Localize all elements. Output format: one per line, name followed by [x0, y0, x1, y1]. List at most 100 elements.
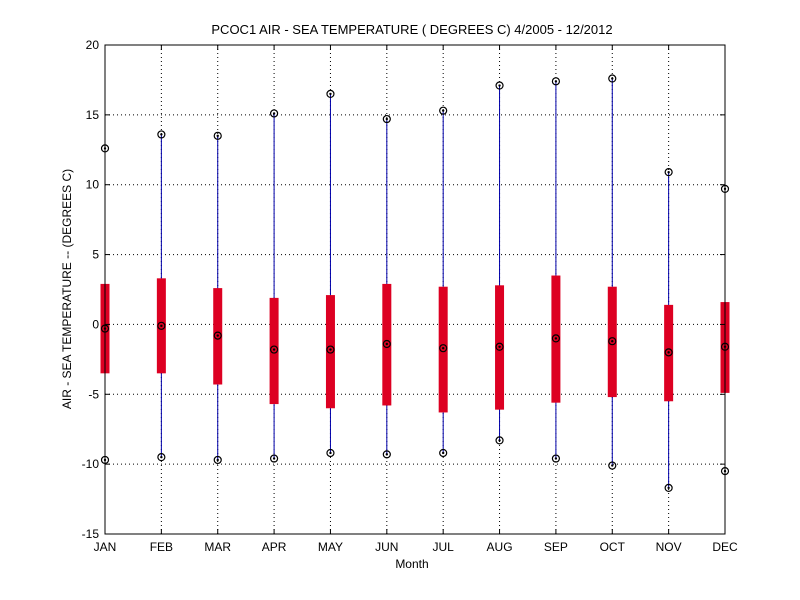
iqr-box	[269, 297, 279, 405]
marker-ring	[157, 453, 166, 462]
min-marker	[326, 448, 335, 458]
plot-frame	[104, 44, 726, 535]
marker-ring	[664, 483, 673, 492]
grid-lines	[105, 45, 725, 534]
y-tick-label: 20	[86, 38, 100, 52]
marker-ring	[439, 448, 448, 458]
marker-dot	[329, 451, 332, 455]
marker-dot	[441, 346, 445, 350]
marker-dot	[667, 170, 670, 174]
marker-dot	[329, 348, 332, 351]
median-marker	[382, 339, 391, 349]
marker-dot	[667, 486, 670, 490]
marker-dot	[272, 348, 276, 351]
marker-ring	[664, 348, 673, 357]
x-tick-label: OCT	[600, 540, 626, 554]
marker-dot	[272, 457, 276, 460]
marker-ring	[495, 81, 504, 90]
x-tick-label: NOV	[656, 540, 682, 554]
marker-dot	[216, 334, 219, 337]
median-marker	[157, 321, 166, 330]
marker-ring	[269, 345, 279, 354]
marker-ring	[382, 114, 391, 124]
marker-dot	[216, 134, 219, 138]
max-marker	[551, 77, 561, 86]
marker-ring	[269, 454, 279, 463]
marker-ring	[439, 106, 448, 115]
marker-ring	[326, 448, 335, 458]
marker-dot	[385, 117, 389, 121]
marker-dot	[554, 80, 558, 83]
iqr-box	[325, 295, 335, 409]
marker-ring	[608, 74, 617, 83]
x-tick-label: JUL	[433, 540, 455, 554]
x-tick-label: JUN	[375, 540, 398, 554]
marker-dot	[498, 345, 501, 348]
marker-ring	[213, 455, 222, 465]
x-tick-label: AUG	[487, 540, 513, 554]
marker-ring	[495, 436, 504, 445]
median-marker	[213, 331, 222, 340]
marker-ring	[382, 450, 391, 459]
median-marker	[269, 345, 279, 354]
min-marker	[157, 453, 166, 462]
min-marker	[551, 454, 561, 463]
x-tick-label: APR	[262, 540, 287, 554]
max-marker	[608, 74, 617, 83]
marker-ring	[608, 461, 617, 470]
marker-dot	[385, 342, 389, 346]
marker-dot	[329, 92, 332, 96]
max-marker	[382, 114, 391, 124]
x-axis-label: Month	[395, 557, 428, 571]
max-marker	[664, 168, 673, 177]
max-marker	[157, 130, 166, 139]
min-marker	[439, 448, 448, 458]
y-tick-label: 5	[92, 248, 99, 262]
median-marker	[495, 342, 504, 351]
x-tick-label: MAR	[204, 540, 231, 554]
x-tick-label: JAN	[94, 540, 117, 554]
y-tick-label: -10	[82, 457, 100, 471]
min-marker	[213, 455, 222, 465]
chart-title: PCOC1 AIR - SEA TEMPERATURE ( DEGREES C)…	[211, 22, 612, 37]
marker-ring	[213, 131, 222, 140]
max-marker	[326, 89, 335, 99]
marker-dot	[498, 84, 501, 87]
marker-ring	[439, 344, 448, 353]
marker-dot	[160, 455, 163, 459]
marker-dot	[498, 439, 501, 442]
marker-dot	[160, 324, 163, 328]
x-tick-label: MAY	[318, 540, 343, 554]
min-marker	[495, 436, 504, 445]
max-marker	[213, 131, 222, 140]
marker-ring	[551, 454, 561, 463]
marker-ring	[551, 334, 561, 343]
y-tick-label: -5	[88, 387, 99, 401]
marker-dot	[441, 451, 445, 455]
marker-dot	[216, 458, 219, 462]
marker-ring	[326, 345, 335, 354]
median-marker	[326, 345, 335, 354]
marker-ring	[157, 130, 166, 139]
marker-dot	[667, 351, 670, 354]
max-marker	[495, 81, 504, 90]
marker-dot	[611, 464, 614, 467]
marker-ring	[495, 342, 504, 351]
axis-ticks: -15 -10 -5 0 5 10 15 20 JAN FEB MAR APR MAY JUN JUL AUG…	[82, 38, 738, 554]
marker-ring	[213, 331, 222, 340]
y-axis-label: AIR - SEA TEMPERATURE -- (DEGREES C)	[60, 169, 74, 409]
y-tick-label: 10	[86, 178, 100, 192]
x-tick-label: SEP	[544, 540, 568, 554]
x-tick-label: DEC	[712, 540, 738, 554]
marker-ring	[551, 77, 561, 86]
marker-dot	[272, 112, 276, 115]
max-marker	[269, 109, 279, 118]
marker-dot	[611, 77, 614, 80]
marker-dot	[554, 457, 558, 460]
min-marker	[382, 450, 391, 459]
marker-dot	[441, 109, 445, 112]
y-tick-label: -15	[82, 527, 100, 541]
median-marker	[439, 344, 448, 353]
marker-dot	[385, 453, 389, 456]
